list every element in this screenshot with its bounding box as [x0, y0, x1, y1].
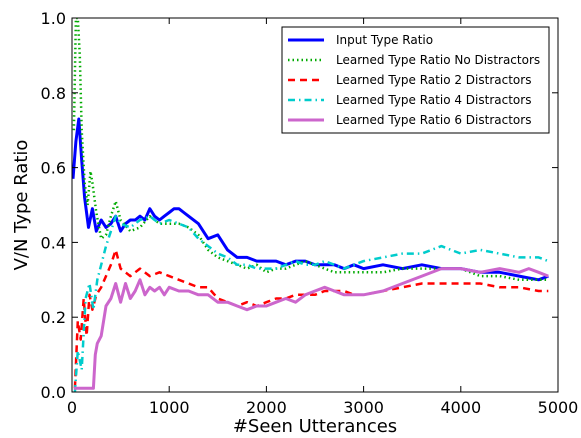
y-axis: 0.0 0.2 0.4 0.6 0.8 1.0: [41, 9, 558, 402]
legend-box: [281, 26, 550, 134]
y-tick-label: 0.8: [41, 84, 66, 103]
legend-label: Learned Type Ratio No Distractors: [336, 53, 540, 67]
x-tick-label: 1000: [149, 398, 190, 417]
x-tick-label: 0: [67, 398, 77, 417]
x-tick-label: 5000: [538, 398, 579, 417]
series-line-4: [73, 214, 549, 392]
x-tick-label: 2000: [246, 398, 287, 417]
series-line-5: [73, 267, 549, 390]
series-layer: [72, 18, 549, 392]
x-tick-label: 3000: [343, 398, 384, 417]
y-tick-label: 0.2: [41, 308, 66, 327]
series-line-1: [72, 117, 549, 282]
y-axis-title: V/N Type Ratio: [11, 140, 32, 271]
legend: Input Type Ratio Learned Type Ratio No Di…: [281, 26, 550, 134]
y-tick-label: 0.4: [41, 233, 66, 252]
x-tick-label: 4000: [440, 398, 481, 417]
legend-label: Learned Type Ratio 4 Distractors: [336, 93, 531, 107]
legend-label: Learned Type Ratio 2 Distractors: [336, 73, 531, 87]
x-axis-title: #Seen Utterances: [233, 416, 397, 437]
plot-area: [71, 17, 559, 393]
y-tick-label: 0.6: [41, 159, 66, 178]
plot-frame: [71, 17, 559, 393]
y-tick-label: 1.0: [41, 9, 66, 28]
series-line-2: [72, 18, 549, 282]
legend-label: Input Type Ratio: [336, 33, 433, 47]
x-axis: 0 1000 2000 3000 4000 5000: [67, 18, 578, 417]
y-tick-label: 0.0: [41, 383, 66, 402]
legend-label: Learned Type Ratio 6 Distractors: [336, 113, 531, 127]
